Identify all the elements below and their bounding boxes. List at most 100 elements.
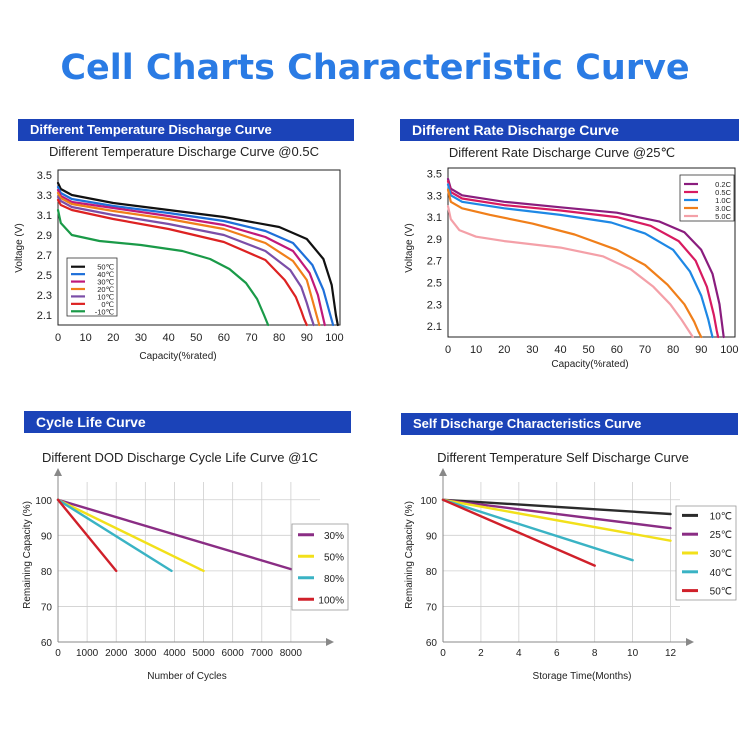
- header-temperature-discharge: Different Temperature Discharge Curve: [18, 119, 354, 141]
- chart1-legend-label: -10℃: [95, 307, 115, 316]
- chart1-series-line: [56, 185, 335, 327]
- chart2-xtick-label: 20: [498, 344, 510, 356]
- chart4-legend-label: 40℃: [710, 568, 732, 579]
- chart1-series-line: [56, 195, 315, 327]
- chart2-ytick-label: 3.3: [427, 190, 442, 202]
- chart2-xtick-label: 0: [445, 344, 451, 356]
- chart2-series-line: [446, 183, 714, 339]
- chart4-series-line: [441, 498, 596, 567]
- chart2-series-line: [446, 177, 725, 339]
- chart4-ytick-label: 100: [420, 496, 437, 507]
- chart3-series-line: [56, 498, 205, 573]
- chart3-x-axis-arrow: [326, 638, 334, 646]
- chart2-frame: [447, 167, 736, 338]
- chart1-ytick-label: 2.7: [37, 250, 52, 262]
- chart1-series-line: [56, 188, 326, 327]
- chart3-ytick-label: 90: [41, 531, 53, 542]
- chart1-title: Different Temperature Discharge Curve @0…: [49, 144, 319, 159]
- chart3-title: Different DOD Discharge Cycle Life Curve…: [42, 450, 318, 465]
- chart1-xtick-label: 100: [325, 332, 343, 344]
- chart3-xtick-label: 1000: [76, 648, 99, 659]
- chart4-series-line: [441, 498, 672, 542]
- chart4-series-line: [441, 498, 672, 530]
- chart4-ytick-label: 90: [426, 531, 438, 542]
- chart4-ylabel: Remaining Capacity (%): [404, 501, 415, 609]
- chart3-series-line: [56, 498, 118, 573]
- chart3-legend-label: 100%: [318, 595, 344, 606]
- chart1-xtick-label: 30: [135, 332, 147, 344]
- chart1-xtick-label: 10: [80, 332, 92, 344]
- chart2-title: Different Rate Discharge Curve @25℃: [449, 145, 675, 160]
- header-rate-discharge: Different Rate Discharge Curve: [400, 119, 739, 141]
- chart2-ytick-label: 2.3: [427, 299, 442, 311]
- chart3-xtick-label: 6000: [222, 648, 245, 659]
- chart2-legend-box: [679, 174, 735, 222]
- chart3-legend-label: 30%: [324, 531, 344, 542]
- chart2-ytick-label: 2.9: [427, 234, 442, 246]
- chart1-ytick-label: 2.9: [37, 230, 52, 242]
- chart4-series-line: [441, 498, 672, 516]
- chart3-ytick-label: 70: [41, 602, 53, 613]
- chart1-ytick-label: 3.1: [37, 210, 52, 222]
- chart1-legend-label: 0℃: [101, 300, 114, 309]
- chart1-series-line: [56, 181, 339, 327]
- chart2-xlabel: Capacity(%rated): [551, 359, 628, 370]
- chart3-series-line: [56, 498, 173, 573]
- chart2-xtick-label: 80: [667, 344, 679, 356]
- chart2-xtick-label: 40: [554, 344, 566, 356]
- chart1-xtick-label: 60: [218, 332, 230, 344]
- chart4-xtick-label: 4: [516, 648, 522, 659]
- chart3-xtick-label: 5000: [192, 648, 215, 659]
- chart3-xtick-label: 3000: [134, 648, 157, 659]
- chart1-frame: [57, 169, 341, 326]
- chart3-xtick-label: 4000: [163, 648, 186, 659]
- chart3-xlabel: Number of Cycles: [147, 671, 226, 682]
- chart4-xtick-label: 2: [478, 648, 484, 659]
- chart1-xtick-label: 0: [55, 332, 61, 344]
- chart2-xtick-label: 60: [611, 344, 623, 356]
- chart3-series-line: [56, 498, 293, 571]
- chart2-legend-label: 0.2C: [715, 180, 731, 189]
- chart1-xlabel: Capacity(%rated): [139, 351, 216, 362]
- chart4-xlabel: Storage Time(Months): [533, 671, 632, 682]
- chart3-legend-label: 80%: [324, 574, 344, 585]
- chart2-legend-label: 3.0C: [715, 204, 731, 213]
- chart3-xtick-label: 0: [55, 648, 61, 659]
- header-self-discharge: Self Discharge Characteristics Curve: [401, 413, 738, 435]
- chart1-xtick-label: 40: [162, 332, 174, 344]
- chart4-xtick-label: 8: [592, 648, 598, 659]
- chart2-ytick-label: 2.5: [427, 277, 442, 289]
- chart3-ylabel: Remaining Capacity (%): [22, 501, 33, 609]
- chart4-legend-label: 30℃: [710, 549, 732, 560]
- chart4-y-axis-arrow: [439, 468, 447, 476]
- page-title: Cell Charts Characteristic Curve: [60, 48, 690, 88]
- chart3-ytick-label: 60: [41, 638, 53, 649]
- chart2-ylabel: Voltage (V): [404, 223, 415, 272]
- chart4-ytick-label: 70: [426, 602, 438, 613]
- chart2-legend-label: 1.0C: [715, 196, 731, 205]
- chart2-ytick-label: 2.7: [427, 256, 442, 268]
- chart1-ytick-label: 2.5: [37, 270, 52, 282]
- chart1-ylabel: Voltage (V): [14, 223, 25, 272]
- chart3-ytick-label: 80: [41, 567, 53, 578]
- chart3-legend-label: 50%: [324, 552, 344, 563]
- chart1-xtick-label: 70: [245, 332, 257, 344]
- chart3-legend-box: [291, 523, 349, 611]
- chart2-xtick-label: 70: [639, 344, 651, 356]
- chart4-xtick-label: 0: [440, 648, 446, 659]
- chart4-xtick-label: 12: [665, 648, 677, 659]
- chart1-xtick-label: 20: [107, 332, 119, 344]
- chart1-series-line: [56, 208, 270, 327]
- chart3-xtick-label: 8000: [280, 648, 303, 659]
- chart1-legend-label: 30℃: [97, 278, 114, 287]
- chart2-series-line: [446, 180, 720, 339]
- chart3-y-axis-arrow: [54, 468, 62, 476]
- chart2-ytick-label: 3.5: [427, 168, 442, 180]
- chart2-ytick-label: 3.1: [427, 212, 442, 224]
- chart2-xtick-label: 90: [695, 344, 707, 356]
- chart2-ytick-label: 2.1: [427, 321, 442, 333]
- chart4-legend-label: 25℃: [710, 530, 732, 541]
- chart4-ytick-label: 80: [426, 567, 438, 578]
- chart1-ytick-label: 2.1: [37, 310, 52, 322]
- chart1-legend-label: 40℃: [97, 270, 114, 279]
